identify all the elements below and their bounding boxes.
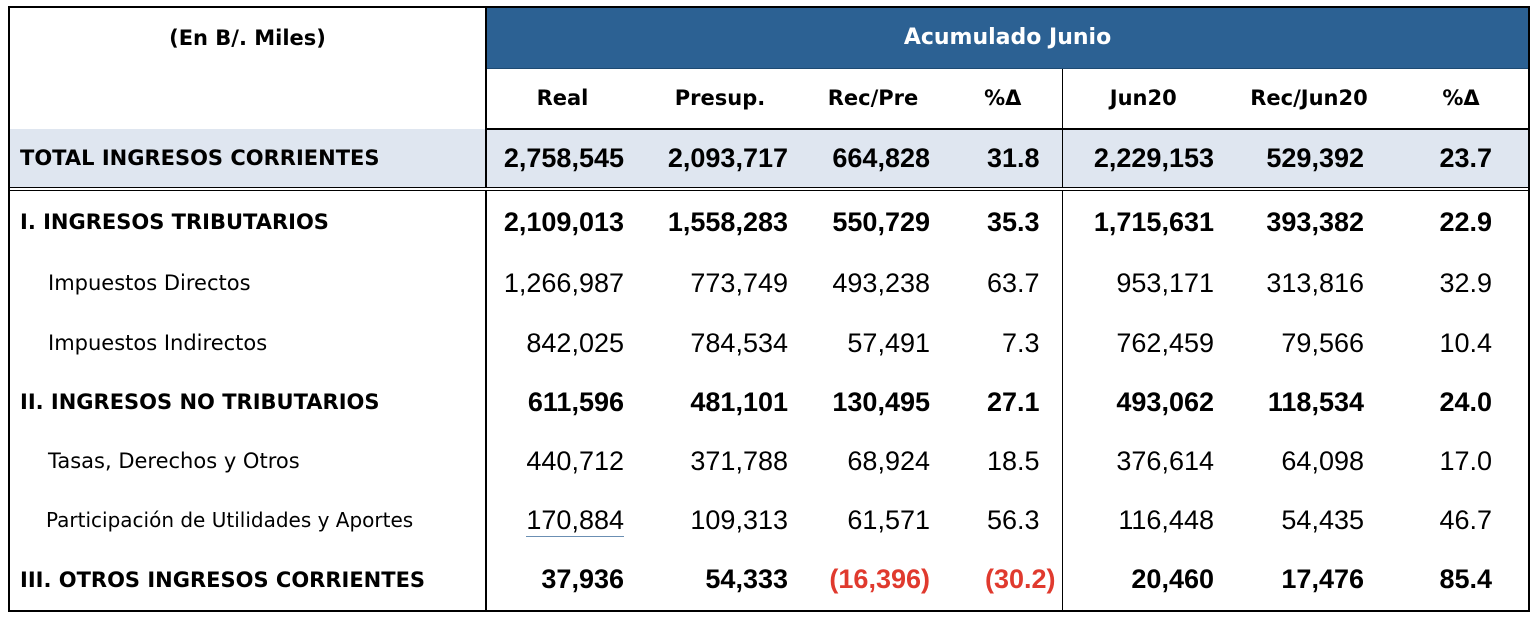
- cell-rec-jun20: 54,435: [1281, 504, 1364, 535]
- cell-rec-pre: 57,491: [847, 327, 930, 358]
- cell-pct-pre: (30.2): [984, 564, 1056, 594]
- cell-presup: 371,788: [690, 445, 788, 476]
- cell-rec-jun20: 17,476: [1281, 564, 1364, 594]
- col-header-rec-jun20: Rec/Jun20: [1224, 68, 1394, 130]
- total-rec-jun20: 529,392: [1224, 129, 1394, 191]
- cell-real: 842,025: [526, 327, 624, 358]
- cell-rec-pre: 493,238: [832, 267, 930, 298]
- cell-jun20: 953,171: [1061, 253, 1224, 313]
- cell-pct-pre: 56.3: [986, 504, 1040, 535]
- col-header-jun20: Jun20: [1061, 68, 1224, 130]
- cell-pct-jun20: 46.7: [1439, 504, 1493, 535]
- row-label: II. INGRESOS NO TRIBUTARIOS: [10, 373, 487, 431]
- cell-jun20: 376,614: [1061, 431, 1224, 491]
- row-label: Participación de Utilidades y Aportes: [10, 491, 487, 549]
- cell-pct-jun20: 24.0: [1439, 386, 1493, 417]
- cell-pct-jun20: 22.9: [1439, 206, 1493, 237]
- cell-pct-pre: 63.7: [986, 267, 1040, 298]
- table-row: III. OTROS INGRESOS CORRIENTES 37,936 54…: [10, 549, 1528, 610]
- cell-real: 611,596: [527, 386, 624, 417]
- row-label: I. INGRESOS TRIBUTARIOS: [10, 189, 487, 253]
- cell-presup: 784,534: [690, 327, 788, 358]
- cell-presup: 109,313: [690, 504, 788, 535]
- row-label: Tasas, Derechos y Otros: [10, 431, 487, 491]
- total-presup: 2,093,717: [638, 129, 802, 191]
- row-label: III. OTROS INGRESOS CORRIENTES: [10, 549, 487, 610]
- col-header-pct-delta-jun20: %Δ: [1394, 68, 1529, 130]
- cell-presup: 481,101: [690, 386, 788, 417]
- table-row: Participación de Utilidades y Aportes 17…: [10, 491, 1528, 549]
- cell-rec-jun20: 118,534: [1267, 386, 1364, 417]
- total-row: TOTAL INGRESOS CORRIENTES 2,758,545 2,09…: [10, 129, 1529, 191]
- units-label: (En B/. Miles): [10, 8, 487, 129]
- total-pct-pre: 31.8: [944, 129, 1062, 191]
- cell-real: 37,936: [541, 564, 624, 594]
- total-pct-jun20: 23.7: [1394, 129, 1529, 191]
- table-row: Impuestos Directos 1,266,987 773,749 493…: [10, 253, 1528, 313]
- row-label: Impuestos Indirectos: [10, 313, 487, 373]
- cell-real: 1,266,987: [503, 267, 624, 298]
- cell-rec-pre: 68,924: [847, 445, 930, 476]
- cell-presup: 54,333: [705, 564, 788, 594]
- period-banner: Acumulado Junio: [486, 8, 1529, 69]
- cell-pct-jun20: 10.4: [1439, 327, 1493, 358]
- cell-rec-pre: (16,396): [829, 564, 930, 594]
- cell-rec-jun20: 393,382: [1266, 206, 1364, 237]
- revenue-table-frame: (En B/. Miles) Acumulado Junio Real Pres…: [8, 6, 1530, 612]
- row-label: Impuestos Directos: [10, 253, 487, 313]
- cell-jun20: 762,459: [1061, 313, 1224, 373]
- cell-real-value: 170,884: [526, 504, 624, 537]
- cell-pct-jun20: 85.4: [1439, 564, 1493, 594]
- banner-row: (En B/. Miles) Acumulado Junio: [10, 8, 1529, 129]
- cell-pct-pre: 35.3: [986, 206, 1040, 237]
- cell-jun20: 493,062: [1061, 373, 1224, 431]
- col-header-presup: Presup.: [638, 68, 802, 130]
- cell-real: 440,712: [526, 445, 624, 476]
- cell-pct-pre: 7.3: [1001, 327, 1040, 358]
- cell-presup: 1,558,283: [667, 206, 788, 237]
- cell-jun20: 116,448: [1061, 491, 1224, 549]
- column-header-row: Real Presup. Rec/Pre %Δ Jun20 Rec/Jun20 …: [10, 68, 1529, 130]
- total-rec-pre: 664,828: [802, 129, 944, 191]
- table-row: I. INGRESOS TRIBUTARIOS 2,109,013 1,558,…: [10, 189, 1528, 253]
- cell-real: 170,884: [486, 491, 638, 549]
- cell-rec-pre: 550,729: [832, 206, 930, 237]
- cell-rec-pre: 130,495: [832, 386, 930, 417]
- revenue-table: (En B/. Miles) Acumulado Junio Real Pres…: [10, 8, 1529, 610]
- cell-presup: 773,749: [690, 267, 788, 298]
- cell-rec-jun20: 79,566: [1281, 327, 1364, 358]
- table-row: II. INGRESOS NO TRIBUTARIOS 611,596 481,…: [10, 373, 1528, 431]
- cell-rec-jun20: 313,816: [1266, 267, 1364, 298]
- cell-pct-jun20: 17.0: [1439, 445, 1493, 476]
- cell-rec-pre: 61,571: [847, 504, 930, 535]
- cell-real: 2,109,013: [503, 206, 624, 237]
- cell-pct-pre: 27.1: [986, 386, 1040, 417]
- table-row: Tasas, Derechos y Otros 440,712 371,788 …: [10, 431, 1528, 491]
- col-header-real: Real: [486, 68, 638, 130]
- table-row: Impuestos Indirectos 842,025 784,534 57,…: [10, 313, 1528, 373]
- col-header-rec-pre: Rec/Pre: [802, 68, 944, 130]
- total-row-label: TOTAL INGRESOS CORRIENTES: [10, 129, 487, 191]
- cell-pct-jun20: 32.9: [1439, 267, 1493, 298]
- total-real: 2,758,545: [486, 129, 638, 191]
- col-header-pct-delta-pre: %Δ: [944, 68, 1062, 130]
- cell-pct-pre: 18.5: [986, 445, 1040, 476]
- cell-jun20: 1,715,631: [1061, 189, 1224, 253]
- cell-jun20: 20,460: [1061, 549, 1224, 610]
- cell-rec-jun20: 64,098: [1281, 445, 1364, 476]
- total-jun20: 2,229,153: [1061, 129, 1224, 191]
